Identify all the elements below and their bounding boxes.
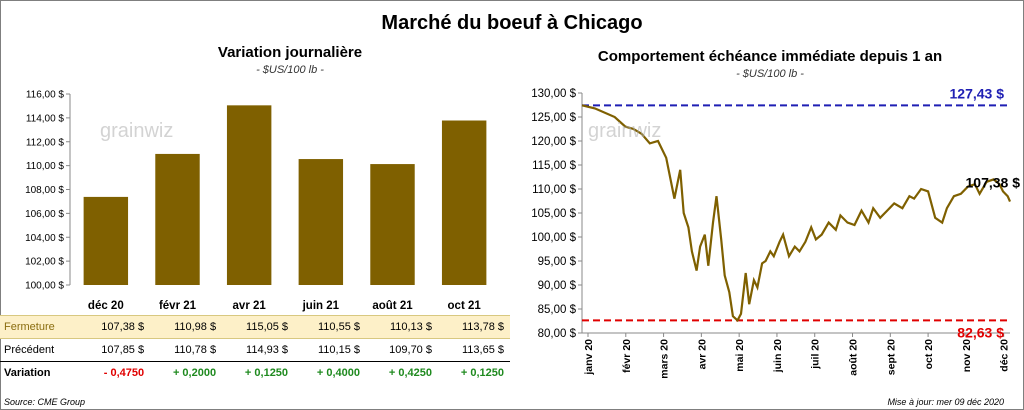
left-chart-unit: - $US/100 lb - — [256, 64, 324, 76]
line-y-tick-label: 90,00 $ — [538, 280, 577, 292]
line-x-tick-label: janv 20 — [583, 339, 595, 376]
line-x-tick-label: juin 20 — [772, 339, 784, 373]
bar-x-label: août 21 — [372, 300, 413, 312]
line-y-tick-label: 105,00 $ — [531, 208, 576, 220]
bar-chart: 100,00 $ 102,00 $ 104,00 $ 106,00 $ 108,00 $… — [25, 90, 487, 312]
line-x-tick-label: avr 20 — [696, 339, 708, 370]
line-y-tick-label: 125,00 $ — [531, 112, 576, 124]
line-y-tick-label: 110,00 $ — [532, 184, 577, 196]
bar-x-label: oct 21 — [448, 300, 482, 312]
bar-y-tick-label: 102,00 $ — [25, 257, 64, 268]
table-cell: + 0,4250 — [388, 367, 432, 379]
bar-y-tick-label: 100,00 $ — [25, 281, 64, 292]
table-cell: 110,13 $ — [366, 315, 438, 339]
left-chart-title: Variation journalière — [217, 44, 363, 61]
line-y-tick-label: 120,00 $ — [531, 136, 576, 148]
line-x-tick-label: mars 20 — [659, 339, 671, 379]
bar — [298, 159, 344, 285]
table-cell: + 0,4000 — [316, 367, 361, 379]
table-cell: 107,38 $ — [78, 315, 151, 339]
bar-x-label: avr 21 — [233, 300, 267, 312]
bar — [226, 105, 272, 285]
table-cell: 110,55 $ — [294, 315, 367, 339]
bar — [370, 164, 415, 285]
line-y-tick-label: 130,00 $ — [531, 88, 576, 100]
last-label: 107,38 $ — [966, 175, 1021, 191]
bar — [155, 153, 200, 285]
line-y-tick-label: 85,00 $ — [538, 304, 577, 316]
line-x-tick-label: févr 20 — [621, 339, 633, 373]
line-x-tick-label: mai 20 — [734, 339, 746, 372]
line-x-tick-label: nov 20 — [961, 339, 973, 372]
table-cell: 113,78 $ — [437, 315, 510, 339]
line-x-tick-label: août 20 — [848, 339, 860, 376]
table-row: Variation - 0,4750 + 0,2000 + 0,1250 + 0,400… — [0, 362, 510, 385]
values-table: Fermeture 107,38 $110,98 $115,05 $110,55 … — [0, 315, 510, 384]
table-cell: 114,93 $ — [222, 338, 295, 362]
main-title: Marché du boeuf à Chicago — [381, 12, 643, 34]
table-row: Fermeture 107,38 $110,98 $115,05 $110,55 … — [0, 315, 510, 339]
line-x-tick-label: déc 20 — [999, 339, 1011, 372]
table-cell: + 0,1250 — [244, 367, 289, 379]
bar-x-label: juin 21 — [302, 300, 340, 312]
row-label: Variation — [4, 367, 51, 379]
line-y-tick-label: 95,00 $ — [538, 256, 577, 268]
line-x-tick-label: oct 20 — [923, 339, 935, 370]
line-y-tick-label: 100,00 $ — [531, 232, 576, 244]
table-cell: + 0,1250 — [460, 367, 504, 379]
table-cell: 109,70 $ — [366, 338, 438, 362]
bar-y-tick-label: 108,00 $ — [25, 185, 64, 196]
right-chart-title: Comportement échéance immédiate depuis 1… — [597, 48, 943, 65]
high-label: 127,43 $ — [950, 85, 1005, 101]
bar — [441, 120, 487, 285]
bar-y-tick-label: 106,00 $ — [25, 209, 64, 220]
line-y-tick-label: 80,00 $ — [538, 328, 577, 340]
bar — [83, 196, 129, 285]
source-note: Source: CME Group — [4, 397, 86, 407]
table-cell: 113,65 $ — [437, 338, 510, 362]
line-y-tick-label: 115,00 $ — [532, 160, 577, 172]
bar-y-tick-label: 104,00 $ — [25, 233, 64, 244]
right-watermark: grainwiz — [588, 120, 661, 142]
table-cell: + 0,2000 — [172, 367, 217, 379]
left-watermark: grainwiz — [100, 120, 173, 142]
bar-x-label: févr 21 — [159, 300, 197, 312]
bar-y-tick-label: 112,00 $ — [26, 137, 65, 148]
price-line — [581, 104, 1012, 323]
table-cell: - 0,4750 — [103, 367, 145, 379]
bar-y-tick-label: 110,00 $ — [26, 161, 65, 172]
bar-y-tick-label: 116,00 $ — [26, 90, 65, 101]
right-chart-unit: - $US/100 lb - — [736, 68, 804, 80]
line-x-tick-label: sept 20 — [885, 339, 897, 375]
row-label: Fermeture — [0, 315, 79, 339]
table-cell: 110,98 $ — [150, 315, 223, 339]
low-label: 82,63 $ — [957, 324, 1004, 340]
line-x-tick-label: juil 20 — [810, 339, 822, 370]
table-cell: 110,15 $ — [294, 338, 367, 362]
table-cell: 107,85 $ — [78, 338, 151, 362]
table-cell: 115,05 $ — [222, 315, 295, 339]
bar-y-tick-label: 114,00 $ — [26, 113, 65, 124]
update-note: Mise à jour: mer 09 déc 2020 — [887, 397, 1004, 407]
row-label: Précédent — [0, 338, 79, 362]
table-row: Précédent 107,85 $110,78 $114,93 $110,15 … — [0, 338, 510, 362]
bar-x-label: déc 20 — [88, 300, 124, 312]
table-cell: 110,78 $ — [150, 338, 223, 362]
